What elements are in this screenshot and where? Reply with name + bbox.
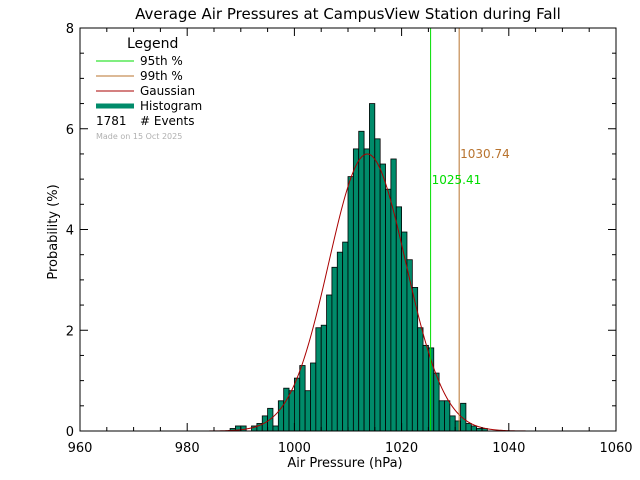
histogram-bar-28	[379, 163, 386, 432]
histogram-bar-21	[342, 241, 349, 432]
histogram-bar-42	[454, 420, 461, 432]
histogram-bar-18	[326, 294, 333, 432]
legend-events-label: # Events	[140, 114, 195, 128]
histogram-bar-22	[347, 176, 354, 432]
p95-value-label: 1025.41	[432, 173, 482, 187]
x-tick-label-5: 1060	[599, 441, 632, 456]
histogram-bar-13	[299, 365, 306, 432]
legend-p95-label: 95th %	[140, 54, 183, 68]
histogram-bar-38	[433, 372, 440, 432]
x-tick-label-4: 1040	[492, 441, 525, 456]
histogram-bar-11	[288, 390, 295, 432]
histogram-bar-8	[272, 425, 279, 432]
histogram-bar-19	[331, 266, 338, 432]
y-axis-ticks: 0 2 4 6 8	[66, 22, 616, 440]
made-on-note: Made on 15 Oct 2025	[96, 132, 182, 141]
histogram-bar-24	[358, 130, 365, 432]
histogram-bar-15	[310, 362, 317, 432]
legend-gaussian-label: Gaussian	[140, 84, 195, 98]
legend: Legend 95th % 99th % Gaussian Histogram …	[96, 36, 202, 141]
histogram-bar-14	[304, 390, 311, 432]
chart-title: Average Air Pressures at CampusView Stat…	[135, 5, 561, 23]
histogram-bar-23	[352, 148, 360, 432]
histogram-bar-10	[283, 387, 290, 432]
legend-p99-label: 99th %	[140, 69, 183, 83]
x-tick-label-0: 960	[68, 441, 93, 456]
p99-value-label: 1030.74	[460, 147, 510, 161]
x-tick-label-3: 1020	[385, 441, 418, 456]
histogram-bar-30	[390, 158, 397, 432]
y-tick-label-3: 6	[66, 123, 74, 138]
x-axis-ticks: 960 980 1000 1020 1040 1060	[68, 28, 633, 456]
histogram-bar-36	[422, 344, 429, 432]
histogram-bar-12	[293, 377, 301, 432]
legend-title: Legend	[127, 36, 178, 52]
y-tick-label-1: 2	[66, 324, 74, 339]
y-axis-label: Probability (%)	[46, 184, 61, 279]
histogram-bar-2	[240, 425, 247, 432]
y-tick-label-0: 0	[66, 425, 74, 440]
legend-events-count: 1781	[96, 114, 127, 128]
y-tick-label-2: 4	[66, 224, 74, 239]
histogram-bar-16	[315, 327, 322, 432]
histogram-bar-27	[374, 138, 381, 432]
histogram-bar-41	[449, 415, 456, 432]
histogram-bar-35	[417, 327, 424, 432]
x-tick-label-2: 1000	[278, 441, 311, 456]
x-tick-label-1: 980	[175, 441, 200, 456]
histogram-bar-29	[385, 188, 392, 432]
y-tick-label-4: 8	[66, 22, 74, 37]
x-axis-label: Air Pressure (hPa)	[287, 456, 402, 471]
histogram-bar-26	[369, 103, 376, 432]
histogram-bar-17	[320, 324, 327, 432]
histogram-bar-44	[465, 423, 472, 432]
histogram-bar-39	[438, 400, 445, 432]
histogram-bar-25	[363, 148, 370, 432]
histogram-bar-40	[444, 400, 451, 432]
histogram-bar-45	[470, 425, 478, 432]
histogram-bar-20	[336, 251, 344, 432]
legend-histogram-label: Histogram	[140, 99, 202, 113]
histogram-bar-32	[401, 231, 408, 432]
